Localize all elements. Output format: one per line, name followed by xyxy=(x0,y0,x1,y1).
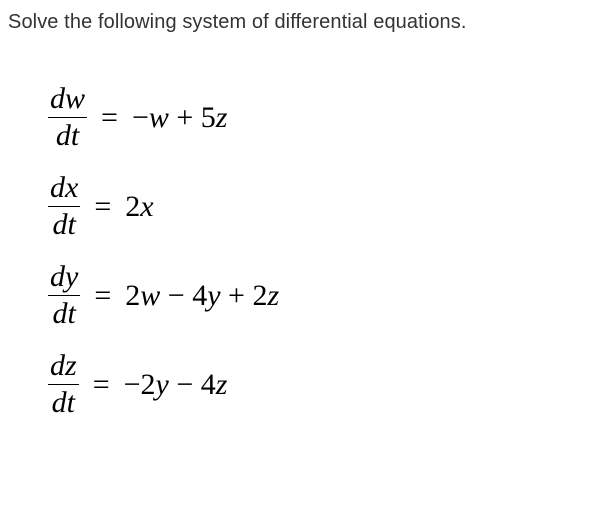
fraction-denominator: dt xyxy=(48,384,79,418)
fraction-denominator: dt xyxy=(48,295,80,329)
fraction-denominator: dt xyxy=(48,117,87,151)
fraction-numerator: dy xyxy=(48,262,80,295)
equation-3: dy dt = 2w − 4y + 2z xyxy=(48,262,601,329)
rhs-expression: 2x xyxy=(125,190,153,224)
derivative-fraction: dw dt xyxy=(48,84,87,151)
equation-4: dz dt = −2y − 4z xyxy=(48,351,601,418)
rhs-expression: −w + 5z xyxy=(132,101,228,135)
equation-system: dw dt = −w + 5z dx dt = 2x dy dt = 2w − … xyxy=(0,34,601,418)
rhs-expression: 2w − 4y + 2z xyxy=(125,279,279,313)
equals-sign: = xyxy=(94,279,111,313)
fraction-numerator: dw xyxy=(48,84,87,117)
fraction-numerator: dx xyxy=(48,173,80,206)
rhs-expression: −2y − 4z xyxy=(124,368,228,402)
equals-sign: = xyxy=(93,368,110,402)
equation-1: dw dt = −w + 5z xyxy=(48,84,601,151)
equals-sign: = xyxy=(101,101,118,135)
fraction-denominator: dt xyxy=(48,206,80,240)
fraction-numerator: dz xyxy=(48,351,79,384)
derivative-fraction: dx dt xyxy=(48,173,80,240)
equals-sign: = xyxy=(94,190,111,224)
derivative-fraction: dy dt xyxy=(48,262,80,329)
equation-2: dx dt = 2x xyxy=(48,173,601,240)
derivative-fraction: dz dt xyxy=(48,351,79,418)
instruction-text: Solve the following system of differenti… xyxy=(0,0,601,34)
